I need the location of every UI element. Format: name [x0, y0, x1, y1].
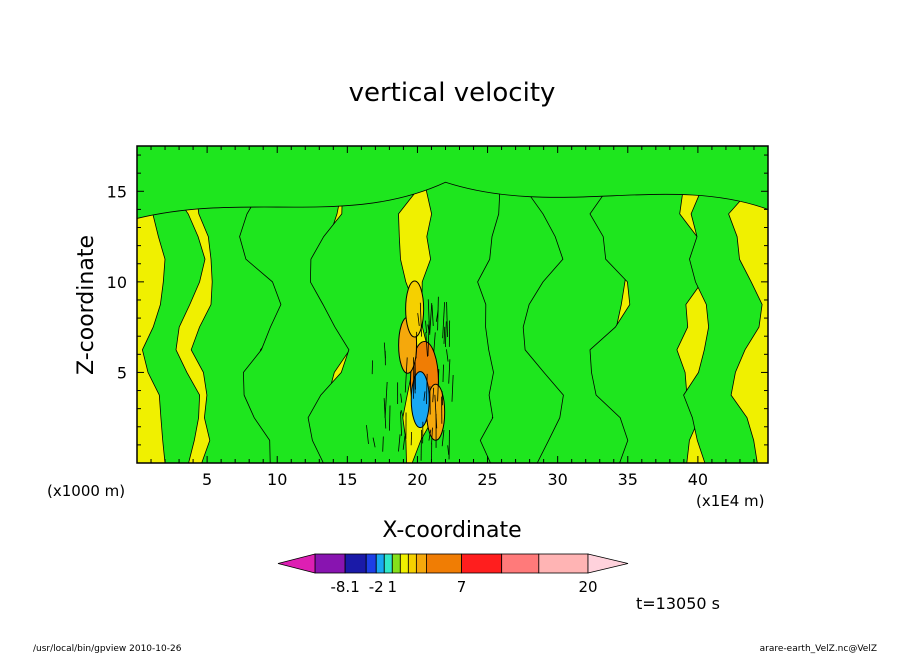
x-tick-label: 10	[267, 470, 287, 489]
y-tick-label: 15	[107, 182, 127, 201]
colorbar-label: 1	[388, 578, 398, 596]
contour-line	[366, 425, 369, 444]
contour-line	[423, 391, 426, 401]
colorbar-label: 7	[457, 578, 467, 596]
colorbar-label: -8.1	[330, 578, 359, 596]
contour-line	[433, 332, 436, 353]
contour-line	[400, 409, 404, 418]
plot-area: 5 10 15 20 25 30 35 40 5 10 15	[107, 145, 769, 489]
footer-right: arare-earth_VelZ.nc@VelZ	[760, 644, 877, 654]
contour-line	[429, 303, 433, 335]
y-axis-label: Z-coordinate	[74, 235, 99, 375]
contour-region	[141, 146, 206, 463]
contour-region	[137, 146, 768, 219]
contour-line	[437, 369, 440, 402]
contour-line	[412, 357, 416, 394]
contour-line	[417, 313, 420, 326]
colorbar-segment	[461, 553, 503, 574]
x-tick-label: 30	[547, 470, 567, 489]
contour-line	[435, 310, 439, 322]
contour-line	[426, 373, 428, 405]
contour-line	[400, 411, 403, 436]
contour-line	[389, 405, 391, 431]
contour-line	[442, 364, 444, 383]
contour-line	[446, 301, 448, 337]
contour-field	[137, 146, 768, 463]
y-tick-label: 5	[117, 363, 127, 382]
colorbar-segment	[501, 553, 540, 574]
contour-line	[446, 349, 449, 362]
contour-line	[451, 374, 454, 402]
contour-line	[414, 360, 417, 390]
colorbar-high-triangle	[587, 553, 629, 574]
contour-region	[239, 146, 351, 463]
contour-line	[398, 434, 401, 452]
x-axis-ticks: 5 10 15 20 25 30 35 40	[150, 146, 755, 489]
time-label: t=13050 s	[636, 594, 720, 613]
contour-region	[683, 146, 764, 463]
contour-line	[382, 436, 384, 452]
colorbar-label: 20	[578, 578, 597, 596]
colorbar-low-triangle	[277, 553, 316, 574]
y-tick-label: 10	[107, 273, 127, 292]
colorbar-segment	[365, 553, 377, 574]
contour-line	[431, 304, 434, 326]
contour-line	[419, 302, 422, 337]
x-tick-label: 15	[337, 470, 357, 489]
contour-line	[431, 427, 433, 445]
colorbar: -8.1 -2 1 7 20	[277, 553, 629, 596]
contour-region	[589, 146, 703, 463]
colorbar-segment	[344, 553, 367, 574]
contour-line	[443, 326, 446, 344]
contour-line	[404, 357, 408, 393]
colorbar-segment	[426, 553, 462, 574]
contour-line	[415, 331, 418, 359]
chart-title: vertical velocity	[349, 78, 556, 108]
contour-line	[442, 302, 445, 339]
contour-line	[447, 445, 450, 455]
colorbar-segment	[407, 553, 417, 574]
contour-line	[425, 332, 428, 357]
contour-line	[384, 381, 388, 418]
contour-line	[441, 429, 445, 447]
y-axis-ticks: 5 10 15	[107, 154, 768, 446]
x-tick-label: 25	[477, 470, 497, 489]
colorbar-segment	[314, 553, 346, 574]
contour-line	[448, 359, 451, 384]
x-tick-label: 5	[202, 470, 212, 489]
colorbar-segment	[375, 553, 385, 574]
colorbar-segment	[399, 553, 409, 574]
contour-line	[425, 320, 428, 333]
contour-line	[432, 387, 435, 403]
contour-line	[400, 393, 403, 403]
x-tick-label: 35	[618, 470, 638, 489]
footer-left: /usr/local/bin/gpview 2010-10-26	[33, 644, 182, 654]
contour-line	[428, 429, 432, 441]
colorbar-segment	[538, 553, 589, 574]
colorbar-segment	[415, 553, 427, 574]
contour-line	[444, 321, 447, 348]
x-tick-label: 40	[688, 470, 708, 489]
plot-frame	[136, 145, 769, 464]
contour-line	[383, 398, 387, 429]
contour-line	[402, 435, 406, 450]
colorbar-segment	[383, 553, 393, 574]
x-axis-label: X-coordinate	[382, 518, 521, 543]
x-unit-left: (x1000 m)	[47, 482, 125, 500]
contour-line	[427, 299, 430, 332]
x-unit-right: (x1E4 m)	[696, 492, 765, 510]
contour-line	[372, 437, 376, 448]
x-tick-label: 20	[407, 470, 427, 489]
colorbar-label: -2	[369, 578, 384, 596]
colorbar-segment	[391, 553, 401, 574]
